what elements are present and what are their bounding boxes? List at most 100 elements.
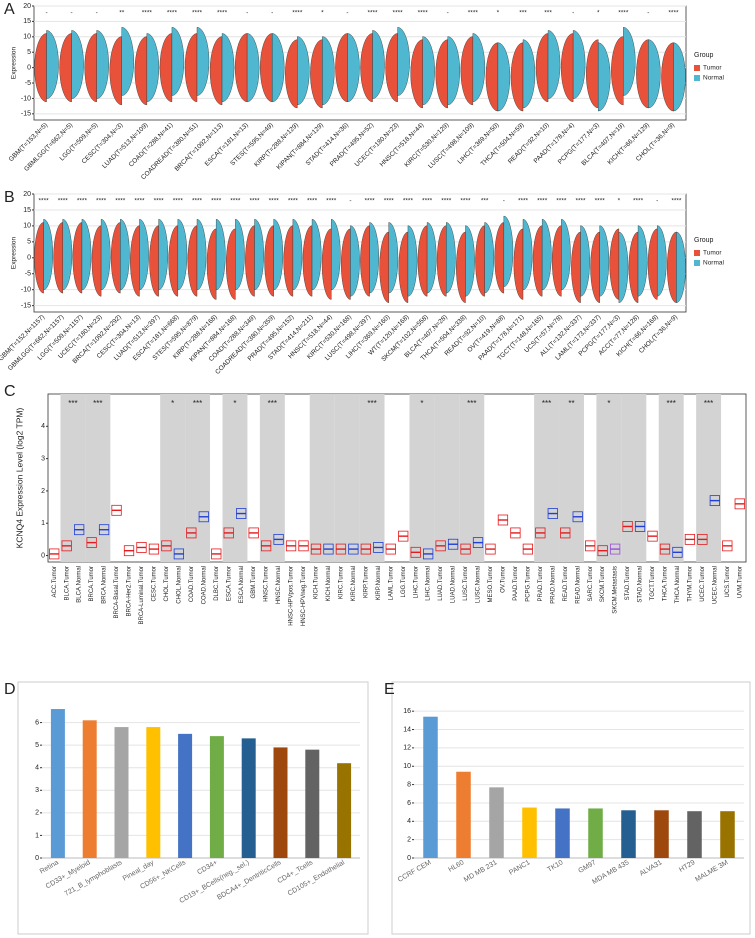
y-axis-title: KCNQ4 Expression Level (log2 TPM) — [14, 408, 24, 549]
x-tick-label: SKCM.Tumor — [600, 566, 606, 602]
half-violin — [221, 33, 235, 103]
half-violin — [372, 30, 385, 99]
y-tick-label: 10 — [23, 223, 31, 230]
half-violin — [246, 33, 260, 103]
bar — [720, 811, 735, 858]
half-violin — [302, 225, 313, 297]
x-tick-label: KIRC.Tumor — [338, 566, 344, 599]
significance-label: **** — [142, 10, 153, 17]
half-violin — [43, 218, 53, 291]
pair-shade — [596, 394, 622, 562]
bar — [241, 738, 256, 858]
half-violin — [465, 225, 475, 297]
x-tick-label: MD MB 231 — [463, 859, 499, 884]
x-tick-label: LUSC(T=498,N=109) — [427, 122, 475, 170]
half-violin — [235, 218, 245, 291]
plot-frame — [47, 393, 747, 563]
half-violin — [46, 30, 59, 99]
significance-label: **** — [77, 198, 88, 205]
x-tick-label: STAD.Normal — [638, 566, 644, 603]
significance-label: **** — [575, 198, 586, 205]
half-violin — [360, 225, 370, 297]
y-tick-label: 15 — [23, 18, 31, 25]
x-tick-label: ESCA.Tumor — [226, 566, 232, 601]
half-violin — [541, 218, 552, 291]
half-violin — [283, 225, 294, 297]
x-tick-label: UCEC(T=180,N=23) — [354, 122, 401, 169]
half-violin — [120, 218, 130, 291]
x-tick-label: LUSC.Normal — [476, 566, 482, 603]
significance-label: **** — [518, 198, 529, 205]
significance-label: - — [246, 10, 248, 17]
x-tick-label: HNSC-HPVneg.Tumor — [301, 566, 307, 626]
x-tick-label: KICH.Tumor — [314, 566, 320, 599]
x-tick-label: STAD(T=414,N=36) — [305, 122, 350, 167]
x-tick-label: BLCA.Normal — [77, 566, 83, 603]
significance-label: * — [321, 10, 324, 17]
x-tick-label: TK10 — [546, 859, 564, 873]
y-tick-label: 3 — [41, 455, 45, 462]
half-violin — [422, 36, 435, 106]
significance-label: * — [618, 198, 621, 205]
y-tick-label: 14 — [403, 726, 411, 733]
significance-label: **** — [618, 10, 629, 17]
significance-label: **** — [39, 198, 50, 205]
panel-label: B — [4, 189, 15, 206]
y-tick-label: -15 — [21, 111, 31, 118]
x-tick-label: STAD.Tumor — [625, 566, 631, 600]
x-tick-label: CD34+ — [196, 859, 219, 876]
y-tick-label: -10 — [21, 95, 31, 102]
half-violin — [139, 218, 149, 291]
significance-label: - — [45, 10, 47, 17]
legend-label: Normal — [703, 260, 725, 267]
x-tick-label: COAD.Tumor — [189, 566, 195, 602]
half-violin — [561, 218, 571, 291]
x-tick-label: KIRC.Normal — [351, 566, 357, 601]
half-violin — [628, 231, 639, 303]
y-axis-title: Expression — [11, 237, 18, 270]
x-tick-label: KIPAN(T=884,N=129) — [275, 122, 325, 172]
significance-label: **** — [671, 198, 682, 205]
panel-frame — [391, 681, 751, 935]
half-violin — [598, 42, 611, 112]
significance-label: *** — [481, 198, 489, 205]
x-tick-label: SKCM.Metastasis — [613, 566, 619, 614]
significance-label: - — [447, 10, 449, 17]
y-tick-label: -5 — [25, 80, 31, 87]
bar — [273, 747, 288, 858]
y-tick-label: 20 — [23, 3, 31, 10]
half-violin — [435, 39, 448, 109]
half-violin — [385, 33, 398, 103]
x-tick-label: LAML.Tumor — [388, 566, 394, 600]
pair-shade — [434, 394, 460, 562]
half-violin — [91, 225, 102, 297]
pair-shade — [696, 394, 722, 562]
pair-shade — [359, 394, 385, 562]
bar — [337, 763, 352, 858]
x-tick-label: KICH.Normal — [326, 566, 332, 601]
x-tick-label: UCS.Tumor — [725, 566, 731, 597]
half-violin — [109, 36, 122, 106]
half-violin — [134, 36, 148, 106]
bar — [621, 810, 636, 858]
half-violin — [667, 231, 677, 303]
half-violin — [360, 33, 373, 103]
half-violin — [535, 33, 549, 103]
bar — [423, 716, 438, 858]
significance-label: **** — [468, 10, 479, 17]
bar — [114, 727, 129, 858]
y-tick-label: 10 — [23, 34, 31, 41]
half-violin — [285, 39, 298, 109]
half-violin — [513, 228, 524, 300]
half-violin — [369, 222, 379, 294]
significance-label: **** — [230, 198, 241, 205]
y-tick-label: 2 — [35, 810, 39, 817]
half-violin — [100, 218, 111, 291]
x-tick-label: HNSC.Normal — [276, 566, 282, 604]
x-tick-label: THCA.Tumor — [663, 566, 669, 601]
y-axis-title: Expression — [11, 47, 18, 80]
y-tick-label: -10 — [21, 287, 31, 294]
significance-label: - — [271, 10, 273, 17]
significance-label: *** — [467, 399, 476, 408]
significance-label: **** — [595, 198, 606, 205]
